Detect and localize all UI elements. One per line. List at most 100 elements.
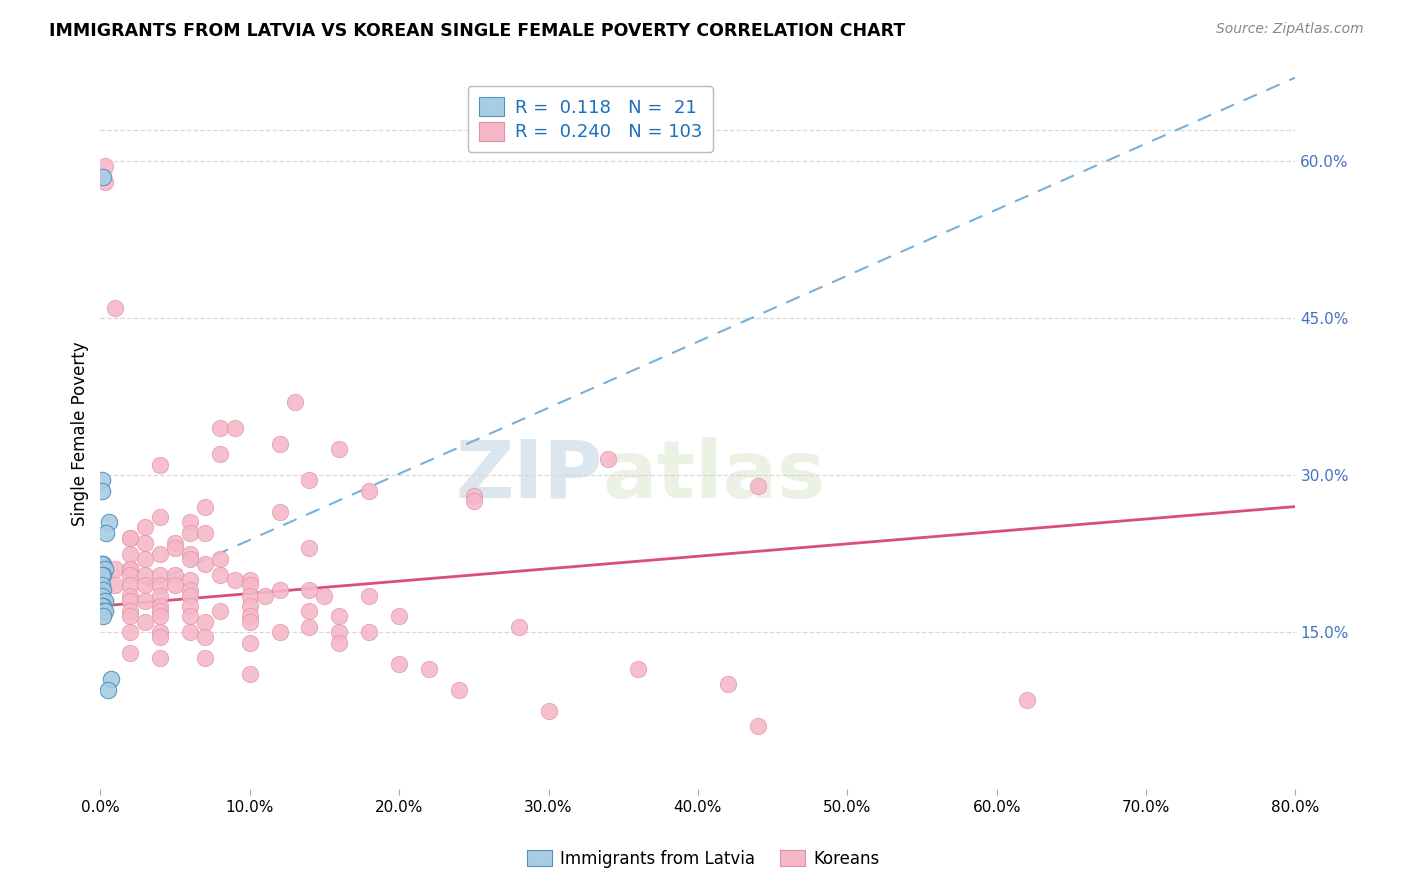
Point bbox=[179, 547, 201, 561]
Text: atlas: atlas bbox=[602, 437, 825, 515]
Point bbox=[298, 583, 321, 598]
Point bbox=[149, 567, 172, 582]
Point bbox=[91, 583, 114, 598]
Point bbox=[508, 620, 530, 634]
Point bbox=[163, 536, 186, 550]
Text: IMMIGRANTS FROM LATVIA VS KOREAN SINGLE FEMALE POVERTY CORRELATION CHART: IMMIGRANTS FROM LATVIA VS KOREAN SINGLE … bbox=[49, 22, 905, 40]
Point bbox=[91, 169, 114, 184]
Point bbox=[328, 442, 350, 456]
Point bbox=[149, 651, 172, 665]
Point bbox=[747, 478, 769, 492]
Point bbox=[98, 515, 121, 529]
Point bbox=[179, 525, 201, 540]
Point bbox=[463, 494, 485, 508]
Point bbox=[91, 557, 114, 571]
Point bbox=[208, 567, 231, 582]
Point bbox=[328, 609, 350, 624]
Point bbox=[359, 483, 381, 498]
Point bbox=[91, 567, 114, 582]
Point bbox=[239, 615, 262, 629]
Point bbox=[90, 599, 112, 613]
Point bbox=[120, 578, 142, 592]
Point bbox=[239, 667, 262, 681]
Point bbox=[537, 704, 560, 718]
Point bbox=[120, 562, 142, 576]
Point bbox=[627, 662, 650, 676]
Point bbox=[269, 505, 291, 519]
Point bbox=[388, 657, 411, 671]
Point bbox=[104, 578, 127, 592]
Point bbox=[194, 557, 217, 571]
Point bbox=[208, 421, 231, 435]
Point bbox=[120, 531, 142, 545]
Point bbox=[298, 541, 321, 556]
Point bbox=[179, 609, 201, 624]
Text: Source: ZipAtlas.com: Source: ZipAtlas.com bbox=[1216, 22, 1364, 37]
Point bbox=[120, 567, 142, 582]
Point bbox=[149, 625, 172, 640]
Text: ZIP: ZIP bbox=[456, 437, 602, 515]
Point bbox=[134, 520, 156, 534]
Point bbox=[134, 593, 156, 607]
Point bbox=[463, 489, 485, 503]
Point bbox=[94, 593, 117, 607]
Point bbox=[149, 578, 172, 592]
Point bbox=[208, 552, 231, 566]
Point bbox=[104, 301, 127, 315]
Point bbox=[179, 589, 201, 603]
Point bbox=[208, 447, 231, 461]
Point bbox=[90, 483, 112, 498]
Point bbox=[179, 599, 201, 613]
Point bbox=[359, 625, 381, 640]
Point bbox=[97, 682, 120, 697]
Point bbox=[1015, 693, 1038, 707]
Point bbox=[90, 474, 112, 488]
Point bbox=[90, 557, 112, 571]
Point bbox=[194, 615, 217, 629]
Point bbox=[314, 589, 336, 603]
Point bbox=[149, 609, 172, 624]
Point bbox=[418, 662, 440, 676]
Point bbox=[120, 604, 142, 618]
Point bbox=[104, 562, 127, 576]
Point bbox=[179, 552, 201, 566]
Point bbox=[179, 583, 201, 598]
Point bbox=[90, 589, 112, 603]
Point bbox=[179, 573, 201, 587]
Point bbox=[163, 578, 186, 592]
Point bbox=[163, 567, 186, 582]
Point bbox=[298, 620, 321, 634]
Point bbox=[96, 525, 118, 540]
Point bbox=[134, 536, 156, 550]
Point bbox=[120, 609, 142, 624]
Point bbox=[149, 589, 172, 603]
Point bbox=[149, 547, 172, 561]
Legend: Immigrants from Latvia, Koreans: Immigrants from Latvia, Koreans bbox=[520, 844, 886, 875]
Point bbox=[747, 719, 769, 733]
Point bbox=[298, 474, 321, 488]
Point bbox=[359, 589, 381, 603]
Point bbox=[120, 589, 142, 603]
Point bbox=[149, 604, 172, 618]
Point bbox=[179, 515, 201, 529]
Point bbox=[298, 604, 321, 618]
Point bbox=[194, 651, 217, 665]
Point bbox=[149, 599, 172, 613]
Point bbox=[239, 609, 262, 624]
Point bbox=[253, 589, 276, 603]
Point bbox=[120, 593, 142, 607]
Point bbox=[328, 625, 350, 640]
Point bbox=[269, 583, 291, 598]
Point bbox=[90, 567, 112, 582]
Point bbox=[239, 573, 262, 587]
Point bbox=[94, 175, 117, 189]
Y-axis label: Single Female Poverty: Single Female Poverty bbox=[72, 341, 89, 525]
Point bbox=[224, 573, 246, 587]
Point bbox=[91, 609, 114, 624]
Point bbox=[134, 552, 156, 566]
Point bbox=[194, 525, 217, 540]
Point bbox=[90, 578, 112, 592]
Point bbox=[134, 578, 156, 592]
Point bbox=[447, 682, 470, 697]
Point bbox=[120, 625, 142, 640]
